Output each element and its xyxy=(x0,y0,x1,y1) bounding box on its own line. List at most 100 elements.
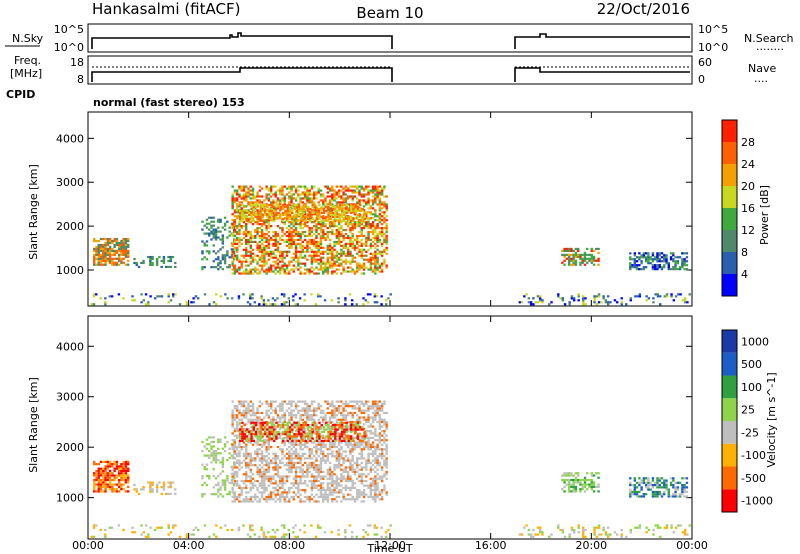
range-cell xyxy=(272,209,276,213)
range-cell xyxy=(97,469,100,473)
range-cell xyxy=(205,447,209,450)
range-cell xyxy=(353,498,357,501)
range-cell xyxy=(249,297,252,300)
range-cell xyxy=(97,463,100,466)
range-cell xyxy=(254,430,258,433)
range-cell xyxy=(322,495,325,499)
range-cell xyxy=(265,232,268,236)
range-cell xyxy=(380,244,384,247)
nsearch-legend: ........ xyxy=(756,40,784,53)
range-cell xyxy=(385,219,388,222)
range-cell xyxy=(268,215,271,219)
range-cell xyxy=(593,295,596,298)
range-cell xyxy=(319,240,323,244)
range-cell xyxy=(276,489,280,492)
range-cell xyxy=(256,195,259,198)
range-cell xyxy=(169,265,172,269)
ytick-label: 2000 xyxy=(56,220,84,233)
range-cell xyxy=(312,464,316,467)
range-cell xyxy=(217,264,220,267)
range-cell xyxy=(362,402,366,405)
range-cell xyxy=(324,400,327,403)
range-cell xyxy=(299,250,302,253)
range-cell xyxy=(205,250,209,253)
range-cell xyxy=(245,491,248,494)
range-cell xyxy=(317,272,320,275)
range-cell xyxy=(358,193,361,196)
range-cell xyxy=(322,470,325,474)
range-cell xyxy=(269,254,273,257)
range-cell xyxy=(260,450,264,453)
range-cell xyxy=(380,491,384,494)
range-cell xyxy=(233,264,237,267)
range-cell xyxy=(342,260,345,263)
range-cell xyxy=(301,468,305,471)
range-cell xyxy=(351,203,354,206)
range-cell xyxy=(561,249,564,253)
range-cell xyxy=(279,201,282,204)
range-cell xyxy=(104,303,107,306)
range-cell xyxy=(349,477,352,480)
range-cell xyxy=(367,473,370,476)
range-cell xyxy=(242,473,246,476)
range-cell xyxy=(328,266,332,269)
range-cell xyxy=(312,477,316,480)
range-cell xyxy=(369,262,373,265)
range-cell xyxy=(276,225,280,228)
range-cell xyxy=(335,254,339,257)
range-cell xyxy=(337,405,341,408)
range-cell xyxy=(380,439,384,442)
range-cell xyxy=(223,445,227,448)
range-cell xyxy=(127,253,130,256)
range-cell xyxy=(378,464,382,467)
range-cell xyxy=(340,441,343,444)
range-cell xyxy=(366,301,370,304)
range-cell xyxy=(351,197,354,200)
range-cell xyxy=(306,405,309,408)
range-cell xyxy=(371,244,375,247)
range-cell xyxy=(335,268,339,271)
range-cell xyxy=(374,402,377,405)
range-cell xyxy=(324,498,327,501)
range-cell xyxy=(245,205,248,208)
range-cell xyxy=(385,225,388,228)
range-cell xyxy=(208,252,211,255)
range-cell xyxy=(663,295,666,298)
range-cell xyxy=(346,430,350,433)
range-cell xyxy=(233,441,237,444)
range-cell xyxy=(349,242,352,245)
range-cell xyxy=(312,244,316,247)
range-cell xyxy=(322,459,325,462)
range-cell xyxy=(252,433,255,436)
range-cell xyxy=(102,259,105,262)
range-cell xyxy=(374,484,377,487)
range-cell xyxy=(319,238,323,242)
range-cell xyxy=(238,423,241,426)
range-cell xyxy=(245,272,248,275)
range-cell xyxy=(288,242,291,245)
range-cell xyxy=(315,466,318,469)
range-cell xyxy=(120,257,123,260)
range-cell xyxy=(217,258,220,261)
range-cell xyxy=(133,257,136,261)
range-cell xyxy=(567,255,571,258)
range-cell xyxy=(374,262,377,265)
range-cell xyxy=(242,402,246,405)
range-cell xyxy=(297,230,300,234)
range-cell xyxy=(263,454,266,458)
range-cell xyxy=(113,463,116,466)
range-cell xyxy=(320,215,323,219)
range-cell xyxy=(356,191,359,194)
range-cell xyxy=(333,464,336,467)
range-cell xyxy=(344,498,348,501)
range-cell xyxy=(365,400,368,403)
range-cell xyxy=(269,303,272,306)
range-cell xyxy=(231,489,234,492)
range-cell xyxy=(263,234,266,238)
range-cell xyxy=(376,256,379,259)
range-cell xyxy=(95,249,98,253)
range-cell xyxy=(678,268,682,271)
range-cell xyxy=(240,207,243,210)
range-cell xyxy=(326,452,329,455)
range-cell xyxy=(371,484,375,487)
